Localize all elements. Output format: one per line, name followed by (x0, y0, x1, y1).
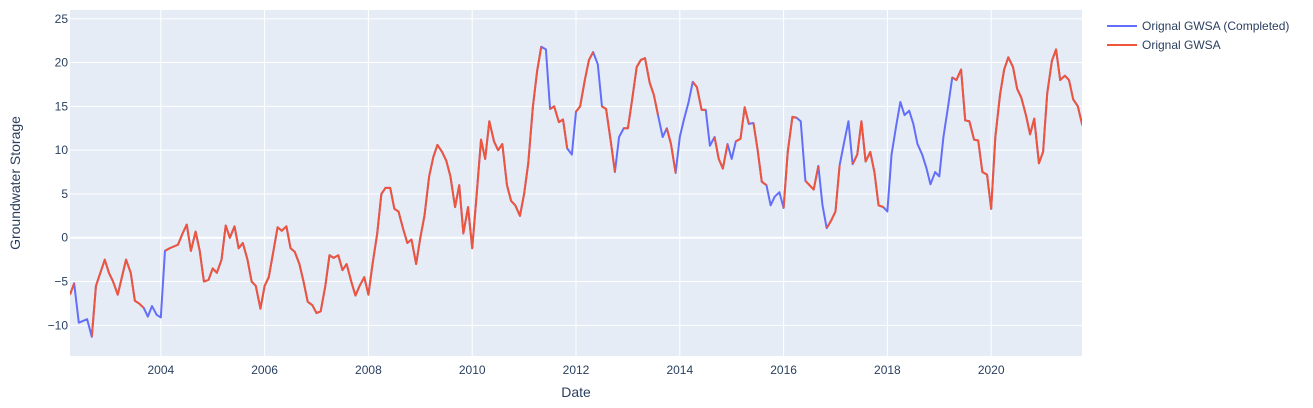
series-line-original (951, 48, 1082, 210)
series-lines (70, 45, 1082, 338)
y-tick-label: −5 (54, 275, 68, 289)
series-line-original (752, 122, 768, 186)
y-tick-label: 0 (61, 231, 68, 245)
series-line-original (782, 115, 797, 209)
series-line-original (549, 105, 569, 149)
legend-label-original[interactable]: Orignal GWSA (1142, 38, 1221, 52)
series-line-original (713, 136, 729, 170)
x-tick-label: 2016 (770, 363, 797, 377)
x-tick-label: 2018 (874, 363, 901, 377)
x-tick-label: 2010 (459, 363, 486, 377)
y-axis-title: Groundwater Storage (7, 116, 23, 250)
series-line-original (164, 46, 543, 315)
series-line-original (804, 165, 820, 191)
series-line-original (623, 57, 659, 130)
x-tick-label: 2004 (147, 363, 174, 377)
series-line-original (825, 164, 841, 229)
x-tick-label: 2020 (978, 363, 1005, 377)
x-tick-label: 2008 (355, 363, 382, 377)
x-axis-title: Date (561, 384, 591, 400)
legend[interactable]: Orignal GWSA (Completed) Orignal GWSA (1107, 19, 1289, 52)
series-line-original (691, 81, 706, 111)
x-tick-label: 2012 (563, 363, 590, 377)
legend-label-completed[interactable]: Orignal GWSA (Completed) (1142, 19, 1289, 33)
series-line-original (575, 51, 595, 113)
grid-lines (70, 10, 1082, 356)
y-tick-label: −10 (48, 318, 69, 332)
x-tick-label: 2014 (666, 363, 693, 377)
y-tick-label: 20 (55, 56, 69, 70)
series-line-original (90, 258, 145, 337)
x-tick-label: 2006 (251, 363, 278, 377)
series-line-original (851, 120, 884, 209)
y-tick-label: 10 (55, 143, 69, 157)
y-tick-label: 25 (55, 12, 69, 26)
x-axis-ticks: 2004 2006 2008 2010 2012 2014 2016 2018 2020 (147, 363, 1004, 377)
y-tick-label: 15 (55, 99, 69, 113)
y-tick-label: 5 (61, 187, 68, 201)
series-line-original (70, 282, 76, 296)
series-line-original (665, 127, 677, 174)
series-line-original (735, 106, 750, 143)
y-axis-ticks: −10 −5 0 5 10 15 20 25 (48, 12, 69, 333)
series-line-original (601, 105, 616, 173)
